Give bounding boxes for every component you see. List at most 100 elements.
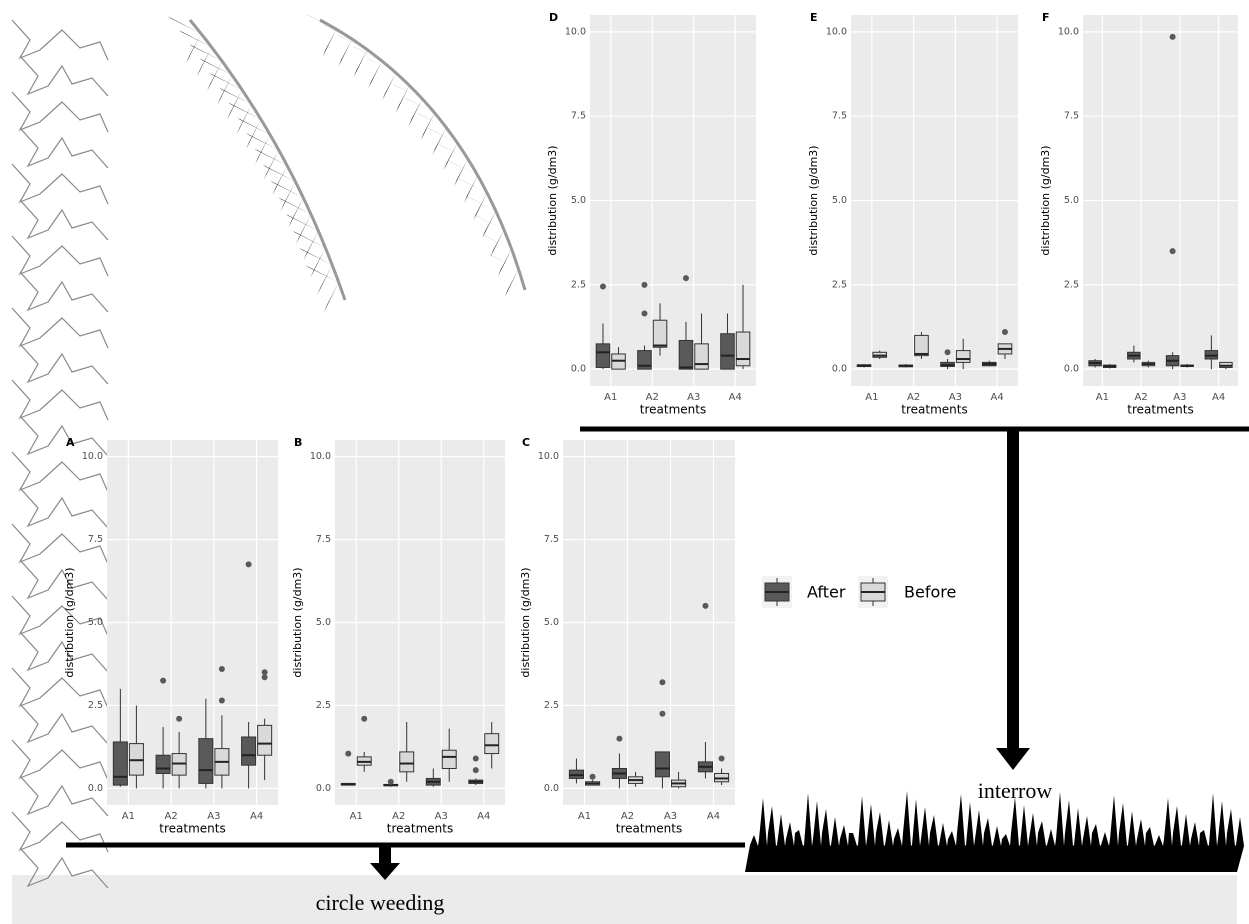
y-tick-label: 7.5 [544,534,559,545]
grass [745,791,1244,872]
y-tick-label: 0.0 [88,783,103,794]
leaflet [497,249,512,277]
panel-label: F [1042,11,1050,24]
outlier [1169,248,1176,255]
leaflet [395,85,410,114]
outlier [218,697,225,704]
interrow-arrow-head [996,748,1030,770]
leaflet [270,180,304,198]
x-axis-title: treatments [159,822,225,836]
leaflet [504,269,519,297]
y-tick-label: 5.0 [832,195,847,206]
leaflet [288,197,304,228]
outlier [361,715,368,722]
leaflet [353,49,368,78]
y-tick-label: 7.5 [1064,111,1079,122]
outlier [1169,33,1176,40]
leaflet [464,175,478,204]
trunk-scale [19,487,109,529]
outlier [160,677,167,684]
box [399,751,415,773]
y-tick-label: 5.0 [544,617,559,628]
trunk-scale [19,631,109,673]
y-axis-title: distribution (g/dm3) [291,567,304,677]
y-axis-title: distribution (g/dm3) [63,567,76,677]
leaflet [432,127,447,155]
leaflet [306,13,337,30]
y-tick-label: 7.5 [832,111,847,122]
trunk-scale [19,199,109,241]
outlier [176,715,183,722]
trunk-scale [19,55,109,97]
leaflet [227,102,261,120]
y-tick-label: 5.0 [571,195,586,206]
leaflet [218,87,252,105]
y-axis-title: distribution (g/dm3) [546,145,559,255]
box [955,350,971,363]
outlier [659,710,666,717]
leaflet [368,60,382,89]
y-tick-label: 0.0 [571,364,586,375]
leaflet [272,165,288,196]
y-tick-label: 7.5 [316,534,331,545]
y-tick-label: 10.0 [82,451,103,462]
circle-weeding-label: circle weeding [316,890,445,915]
leaflet [178,30,212,48]
leaflet [443,142,458,171]
leaflet [196,47,212,78]
x-tick-label: A3 [949,392,962,403]
x-tick-label: A1 [1096,392,1109,403]
box [198,738,214,784]
x-tick-label: A2 [621,811,634,822]
trunk-scale [11,307,109,349]
outlier [261,669,268,676]
box [914,334,929,357]
trunk-scale [11,523,109,565]
x-tick-label: A4 [477,811,490,822]
leaflet [295,214,311,245]
x-tick-label: A1 [578,811,591,822]
leaflet [481,233,512,250]
x-tick-label: A2 [1135,392,1148,403]
box [654,751,670,778]
trunk-scale [11,595,109,637]
trunk-scale [11,379,109,421]
leaflet [185,33,201,64]
x-tick-label: A3 [664,811,677,822]
outlier [718,755,725,762]
leaflet [338,39,353,67]
leaflet [323,282,339,313]
y-tick-label: 2.5 [316,700,331,711]
trunk-scale [19,271,109,313]
y-tick-label: 2.5 [1064,279,1079,290]
y-tick-label: 7.5 [571,111,586,122]
leaflet [473,192,488,221]
leaflet [285,213,319,231]
x-tick-label: A4 [250,811,263,822]
leaflet [227,89,243,120]
x-tick-label: A4 [707,811,720,822]
trunk-scale [11,19,109,61]
leaflet [488,253,519,270]
leaflet [303,230,319,261]
y-tick-label: 10.0 [538,451,559,462]
x-tick-label: A2 [165,811,178,822]
circle-arrow-head [370,863,400,880]
leaflet [199,58,233,76]
trunk-scale [11,811,109,853]
legend-label: Before [904,583,956,602]
box [441,749,457,769]
trunk-scale [19,415,109,457]
outlier [616,735,623,742]
y-tick-label: 0.0 [544,783,559,794]
y-tick-label: 0.0 [832,364,847,375]
ground-band [12,875,1237,924]
leaflet [207,61,223,92]
leaflet [277,197,311,215]
y-tick-label: 5.0 [1064,195,1079,206]
x-axis-title: treatments [640,403,706,417]
leaflet [456,177,488,193]
y-axis-title: distribution (g/dm3) [1039,145,1052,255]
leaflet [482,210,496,239]
